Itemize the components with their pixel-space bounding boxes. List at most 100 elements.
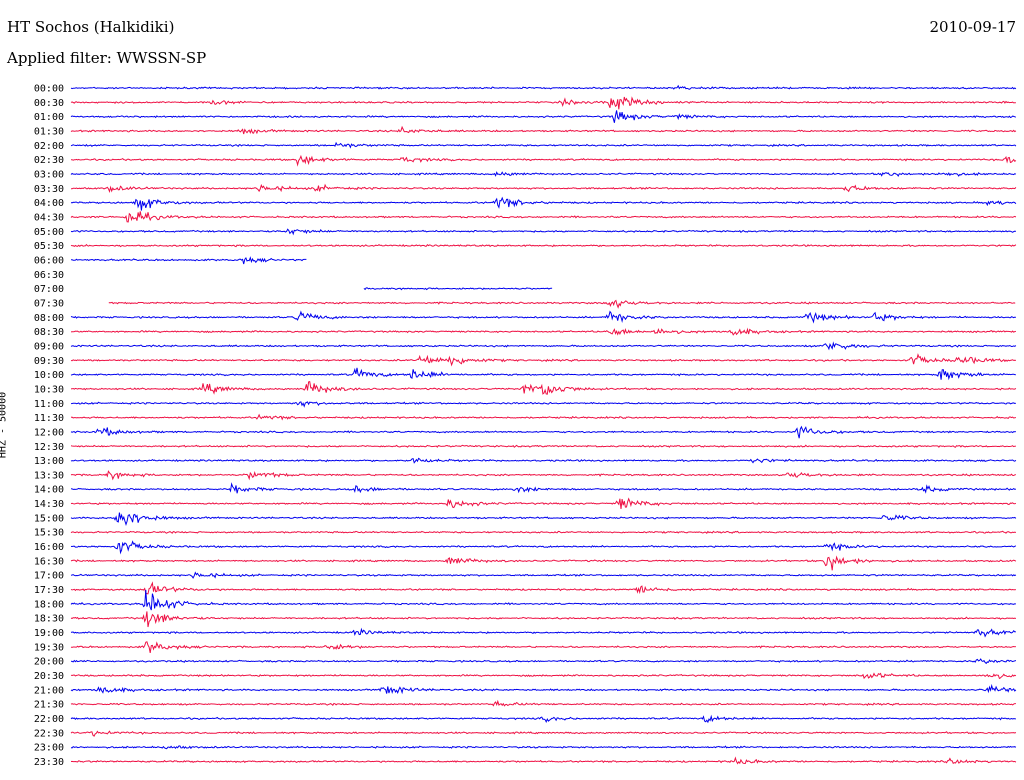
- time-tick-label: 16:00: [34, 542, 64, 553]
- trace-line: [70, 413, 1017, 421]
- time-tick-label: 12:00: [34, 427, 64, 438]
- time-tick-label: 04:30: [34, 212, 64, 223]
- trace-line: [70, 310, 1017, 324]
- time-tick-label: 06:30: [34, 270, 64, 281]
- trace-line: [70, 380, 1017, 395]
- trace-line: [363, 287, 553, 291]
- trace-line: [70, 641, 1016, 653]
- time-tick-label: 13:00: [34, 456, 64, 467]
- trace-line: [70, 211, 1017, 223]
- time-tick-label: 17:00: [34, 571, 64, 582]
- time-tick-label: 21:00: [34, 685, 64, 696]
- trace-line: [70, 353, 1016, 367]
- time-tick-label: 23:00: [34, 743, 64, 754]
- filter-label: Applied filter: WWSSN-SP: [7, 49, 207, 67]
- trace-line: [70, 756, 1017, 765]
- trace-line: [70, 367, 1016, 381]
- time-tick-label: 08:00: [34, 313, 64, 324]
- time-tick-label: 07:30: [34, 298, 64, 309]
- time-tick-label: 14:30: [34, 499, 64, 510]
- trace-line: [70, 555, 1017, 571]
- trace-line: [70, 497, 1017, 510]
- time-tick-label: 20:30: [34, 671, 64, 682]
- trace-line: [70, 183, 1017, 193]
- trace-line: [70, 540, 1017, 555]
- trace-line: [70, 730, 1017, 737]
- time-tick-labels: 00:00 00:30 01:00 01:30 02:00 02:30 03:00 03:30…: [34, 84, 64, 769]
- time-tick-label: 02:00: [34, 141, 64, 152]
- trace-line: [70, 243, 1017, 248]
- time-tick-label: 09:30: [34, 356, 64, 367]
- trace-line: [70, 341, 1017, 351]
- time-tick-label: 10:00: [34, 370, 64, 381]
- time-tick-label: 01:00: [34, 112, 64, 123]
- trace-line: [70, 581, 1016, 595]
- time-tick-label: 16:30: [34, 556, 64, 567]
- time-tick-label: 02:30: [34, 155, 64, 166]
- time-tick-label: 12:30: [34, 442, 64, 453]
- trace-line: [70, 512, 1017, 527]
- time-tick-label: 01:30: [34, 126, 64, 137]
- date-label: 2010-09-17: [929, 18, 1016, 36]
- time-tick-label: 22:00: [34, 714, 64, 725]
- trace-line: [70, 401, 1017, 408]
- trace-line: [70, 627, 1016, 638]
- trace-line: [70, 154, 1017, 167]
- trace-line: [70, 110, 1017, 123]
- time-tick-label: 18:00: [34, 599, 64, 610]
- time-tick-label: 03:30: [34, 184, 64, 195]
- trace-line: [70, 470, 1016, 481]
- time-tick-label: 00:30: [34, 98, 64, 109]
- trace-line: [70, 611, 1017, 628]
- time-tick-label: 20:00: [34, 657, 64, 668]
- time-tick-label: 13:30: [34, 470, 64, 481]
- time-tick-label: 05:30: [34, 241, 64, 252]
- time-tick-label: 11:30: [34, 413, 64, 424]
- time-tick-label: 06:00: [34, 255, 64, 266]
- time-tick-label: 22:30: [34, 728, 64, 739]
- time-tick-label: 04:00: [34, 198, 64, 209]
- time-tick-label: 15:00: [34, 513, 64, 524]
- time-tick-label: 21:30: [34, 700, 64, 711]
- trace-line: [70, 482, 1016, 494]
- trace-line: [70, 171, 1017, 177]
- time-tick-label: 09:00: [34, 341, 64, 352]
- time-tick-label: 15:30: [34, 528, 64, 539]
- trace-line: [70, 425, 1016, 439]
- time-tick-label: 17:30: [34, 585, 64, 596]
- trace-line: [70, 228, 1016, 236]
- station-title: HT Sochos (Halkidiki): [7, 18, 175, 36]
- time-tick-label: 19:30: [34, 642, 64, 653]
- trace-line: [70, 196, 1017, 211]
- time-tick-label: 07:00: [34, 284, 64, 295]
- trace-line: [70, 658, 1017, 665]
- time-tick-label: 00:00: [34, 84, 64, 95]
- trace-line: [70, 745, 1017, 750]
- trace-line: [70, 84, 1017, 90]
- trace-line: [70, 699, 1016, 707]
- trace-line: [70, 327, 1017, 336]
- trace-line: [70, 589, 1016, 611]
- trace-line: [70, 96, 1016, 110]
- time-tick-label: 18:30: [34, 614, 64, 625]
- trace-line: [70, 683, 1017, 695]
- trace-line: [70, 141, 1017, 149]
- time-tick-label: 05:00: [34, 227, 64, 238]
- trace-line: [70, 444, 1016, 448]
- trace-line: [108, 299, 1016, 309]
- trace-line: [70, 571, 1017, 579]
- time-tick-label: 23:30: [34, 757, 64, 768]
- time-tick-label: 10:30: [34, 384, 64, 395]
- seismogram-traces: [70, 84, 1017, 765]
- trace-line: [70, 125, 1017, 135]
- time-tick-label: 14:00: [34, 485, 64, 496]
- trace-line: [70, 672, 1017, 680]
- time-tick-label: 08:30: [34, 327, 64, 338]
- trace-line: [70, 256, 307, 265]
- trace-line: [70, 457, 1017, 464]
- time-tick-label: 03:00: [34, 169, 64, 180]
- trace-line: [70, 714, 1017, 724]
- time-tick-label: 19:00: [34, 628, 64, 639]
- trace-line: [70, 530, 1017, 534]
